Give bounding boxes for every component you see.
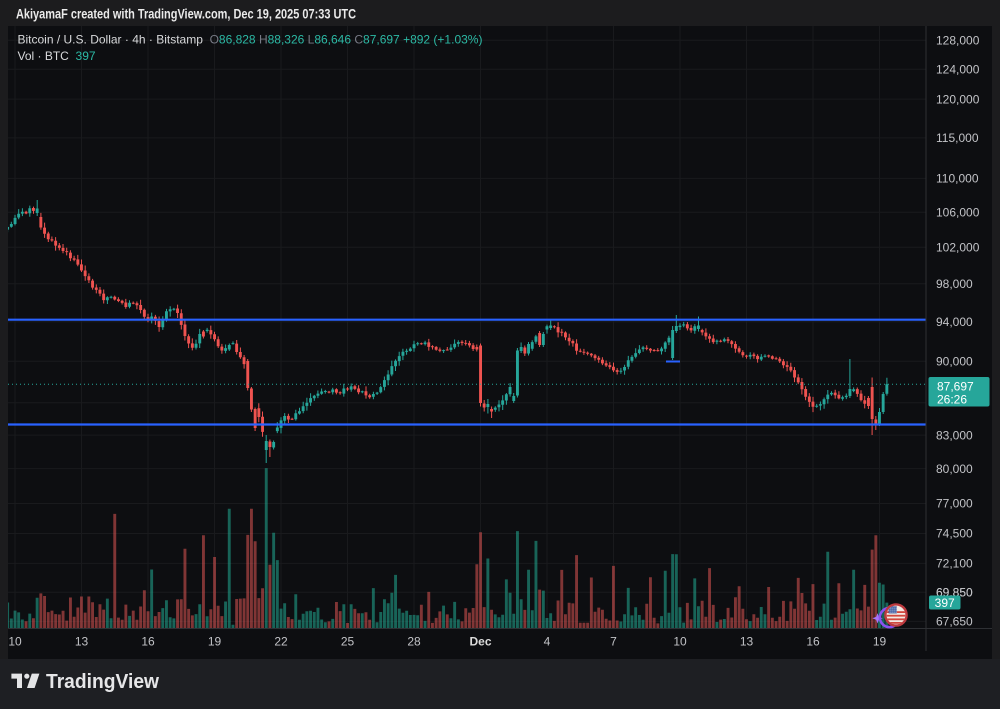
svg-text:102,000: 102,000 [936,240,980,254]
svg-text:19: 19 [208,635,222,649]
svg-text:7: 7 [610,635,617,649]
svg-text:128,000: 128,000 [936,34,980,48]
svg-text:115,000: 115,000 [936,131,979,145]
svg-text:77,000: 77,000 [936,497,973,511]
svg-text:13: 13 [75,635,89,649]
svg-text:TradingView: TradingView [46,671,159,693]
svg-text:83,000: 83,000 [936,428,973,442]
svg-text:25: 25 [341,635,355,649]
svg-text:19: 19 [873,635,887,649]
svg-text:120,000: 120,000 [936,92,980,106]
svg-text:Vol · BTC 397: Vol · BTC 397 [18,49,96,63]
svg-text:106,000: 106,000 [936,205,980,219]
svg-text:16: 16 [141,635,155,649]
svg-text:22: 22 [274,635,288,649]
svg-text:Dec: Dec [469,635,491,649]
svg-text:72,100: 72,100 [936,557,973,571]
svg-text:90,000: 90,000 [936,355,973,369]
svg-text:98,000: 98,000 [936,277,973,291]
svg-text:94,000: 94,000 [936,315,973,329]
svg-text:Bitcoin / U.S. Dollar · 4h · B: Bitcoin / U.S. Dollar · 4h · Bitstamp O8… [18,33,483,47]
svg-text:80,000: 80,000 [936,462,973,476]
svg-text:16: 16 [806,635,820,649]
svg-text:10: 10 [673,635,687,649]
svg-text:87,697: 87,697 [937,380,974,394]
svg-text:124,000: 124,000 [936,62,980,76]
svg-text:74,500: 74,500 [936,527,973,541]
svg-text:AkiyamaF created with TradingV: AkiyamaF created with TradingView.com, D… [16,7,356,22]
svg-text:397: 397 [935,596,955,610]
svg-text:110,000: 110,000 [936,172,979,186]
svg-text:13: 13 [740,635,754,649]
svg-text:67,650: 67,650 [936,615,973,629]
svg-text:26:26: 26:26 [937,393,967,407]
svg-text:4: 4 [544,635,551,649]
svg-text:28: 28 [407,635,421,649]
svg-text:10: 10 [8,635,22,649]
